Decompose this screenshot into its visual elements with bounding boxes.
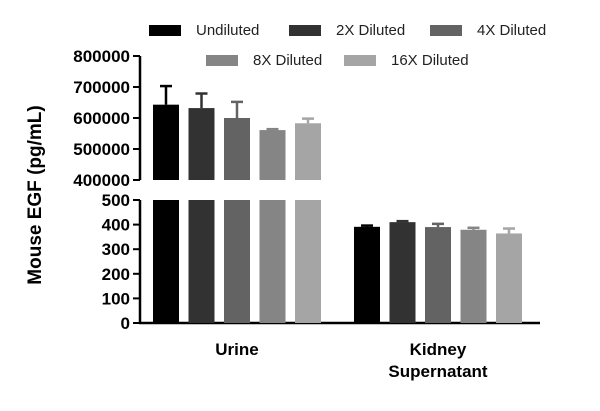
legend-swatch-4x-diluted	[430, 25, 462, 36]
bar-lower-8x-diluted-urine	[259, 200, 286, 323]
y-tick-label: 100	[102, 289, 130, 308]
bar-lower-undiluted-urine	[153, 200, 179, 323]
bar-16x-diluted-kidney-supernatant	[496, 233, 522, 323]
legend-label-2x-diluted: 2X Diluted	[336, 22, 406, 39]
bar-upper-8x-diluted-urine	[259, 130, 286, 180]
axis-break-gap	[137, 183, 540, 197]
y-tick-label: 400	[102, 216, 130, 235]
category-label-supernatant: Supernatant	[388, 362, 488, 381]
bar-upper-2x-diluted-urine	[188, 108, 215, 180]
y-tick-label: 500000	[73, 140, 130, 159]
bar-upper-undiluted-urine	[153, 104, 179, 180]
category-label-kidney: Kidney	[410, 340, 467, 359]
y-tick-label: 700000	[73, 78, 130, 97]
category-label-urine: Urine	[215, 340, 258, 359]
legend: Undiluted 2X Diluted 4X Diluted 8X Dilut…	[0, 0, 600, 80]
y-tick-label: 800000	[73, 47, 130, 66]
legend-item-2x-diluted: 2X Diluted	[289, 22, 405, 39]
y-tick-label: 400000	[73, 171, 130, 190]
bar-8x-diluted-kidney-supernatant	[460, 229, 487, 323]
y-tick-label: 300	[102, 240, 130, 259]
legend-label-8x-diluted: 8X Diluted	[253, 52, 323, 69]
bar-4x-diluted-kidney-supernatant	[425, 227, 451, 323]
y-tick-label: 600000	[73, 109, 130, 128]
bar-upper-4x-diluted-urine	[224, 118, 250, 180]
bar-lower-16x-diluted-urine	[295, 200, 321, 323]
legend-item-8x-diluted: 8X Diluted	[206, 52, 322, 69]
y-tick-label: 200	[102, 265, 130, 284]
y-tick-label: 0	[121, 314, 130, 333]
y-tick-label: 500	[102, 191, 130, 210]
bar-lower-2x-diluted-urine	[188, 200, 215, 323]
legend-swatch-16x-diluted	[344, 55, 376, 66]
bar-lower-4x-diluted-urine	[224, 200, 250, 323]
legend-label-undiluted: Undiluted	[196, 22, 260, 39]
bar-2x-diluted-kidney-supernatant	[389, 222, 416, 323]
legend-label-16x-diluted: 16X Diluted	[391, 52, 469, 69]
bar-upper-16x-diluted-urine	[295, 123, 321, 180]
legend-label-4x-diluted: 4X Diluted	[477, 22, 547, 39]
legend-swatch-undiluted	[149, 25, 181, 36]
legend-item-undiluted: Undiluted	[149, 22, 259, 39]
legend-swatch-8x-diluted	[206, 55, 238, 66]
legend-item-4x-diluted: 4X Diluted	[430, 22, 546, 39]
bar-undiluted-kidney-supernatant	[354, 226, 380, 323]
legend-item-16x-diluted: 16X Diluted	[344, 52, 469, 69]
legend-swatch-2x-diluted	[289, 25, 321, 36]
